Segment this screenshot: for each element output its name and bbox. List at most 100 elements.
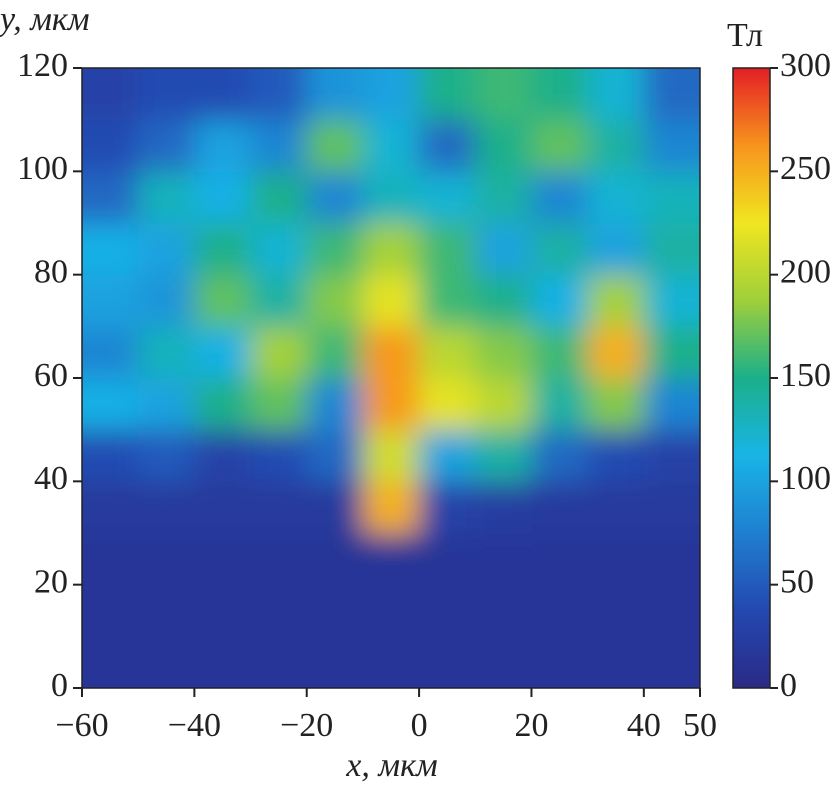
heatmap-cell xyxy=(306,429,364,482)
heatmap-cell xyxy=(82,481,139,534)
heatmap-cell xyxy=(643,584,700,637)
heatmap xyxy=(82,68,700,688)
heatmap-cell xyxy=(531,584,589,637)
heatmap-cell xyxy=(419,584,476,637)
heatmap-cell xyxy=(306,223,364,276)
heatmap-cell xyxy=(194,68,252,121)
heatmap-cell xyxy=(531,68,589,121)
x-tick-label: 50 xyxy=(683,707,717,744)
heatmap-cell xyxy=(475,326,532,379)
heatmap-cell xyxy=(362,481,420,534)
heatmap-cell xyxy=(82,223,139,276)
heatmap-cell xyxy=(82,171,139,224)
heatmap-cell xyxy=(82,274,139,327)
colorbar-tick-label: 300 xyxy=(780,47,831,84)
heatmap-cell xyxy=(475,119,532,172)
x-axis-label: x, мкм xyxy=(345,747,437,784)
heatmap-cell xyxy=(531,481,589,534)
heatmap-cell xyxy=(419,326,476,379)
heatmap-cell xyxy=(587,429,645,482)
heatmap-cell xyxy=(587,223,645,276)
heatmap-cell xyxy=(250,171,308,224)
heatmap-cell xyxy=(587,119,645,172)
heatmap-cell xyxy=(138,274,195,327)
colorbar-label: Тл xyxy=(727,17,763,54)
y-axis-label: y, мкм xyxy=(0,1,90,38)
heatmap-cell xyxy=(138,429,195,482)
heatmap-cell xyxy=(194,223,252,276)
heatmap-cell xyxy=(362,429,420,482)
y-tick-label: 20 xyxy=(34,563,68,600)
y-tick-label: 0 xyxy=(51,667,68,704)
heatmap-cell xyxy=(194,533,252,586)
y-tick-label: 120 xyxy=(17,47,68,84)
heatmap-cell xyxy=(587,481,645,534)
heatmap-cell xyxy=(306,171,364,224)
heatmap-cell xyxy=(306,584,364,637)
heatmap-cell xyxy=(475,533,532,586)
heatmap-cell xyxy=(475,171,532,224)
heatmap-cell xyxy=(475,274,532,327)
heatmap-cell xyxy=(82,326,139,379)
heatmap-cell xyxy=(250,326,308,379)
y-tick-label: 100 xyxy=(17,150,68,187)
heatmap-cell xyxy=(138,68,195,121)
heatmap-cell xyxy=(362,223,420,276)
heatmap-cell xyxy=(475,68,532,121)
heatmap-cell xyxy=(419,68,476,121)
heatmap-cell xyxy=(250,223,308,276)
heatmap-cell xyxy=(643,68,700,121)
heatmap-cell xyxy=(587,274,645,327)
heatmap-cell xyxy=(138,584,195,637)
heatmap-cell xyxy=(643,171,700,224)
heatmap-cell xyxy=(194,636,252,688)
colorbar-tick-label: 50 xyxy=(780,563,814,600)
heatmap-cell xyxy=(250,481,308,534)
colorbar xyxy=(732,67,771,689)
heatmap-cell xyxy=(362,326,420,379)
heatmap-cell xyxy=(194,378,252,431)
x-tick-label: 40 xyxy=(627,707,661,744)
x-tick-label: 20 xyxy=(514,707,548,744)
heatmap-cell xyxy=(194,429,252,482)
y-tick-label: 80 xyxy=(34,253,68,290)
heatmap-cell xyxy=(419,429,476,482)
heatmap-cell xyxy=(138,481,195,534)
heatmap-cell xyxy=(475,481,532,534)
heatmap-cell xyxy=(138,223,195,276)
heatmap-cell xyxy=(362,533,420,586)
heatmap-cell xyxy=(531,326,589,379)
heatmap-cell xyxy=(643,481,700,534)
heatmap-cell xyxy=(643,636,700,688)
heatmap-cell xyxy=(250,584,308,637)
heatmap-cell xyxy=(587,326,645,379)
heatmap-cell xyxy=(419,378,476,431)
heatmap-cell xyxy=(250,378,308,431)
colorbar-tick-label: 250 xyxy=(780,150,831,187)
colorbar-tick-label: 150 xyxy=(780,357,831,394)
heatmap-cell xyxy=(362,119,420,172)
colorbar-tick-label: 200 xyxy=(780,253,831,290)
colorbar-tick-label: 0 xyxy=(780,667,797,704)
y-tick-label: 60 xyxy=(34,357,68,394)
heatmap-cell xyxy=(194,326,252,379)
heatmap-cell xyxy=(419,636,476,688)
heatmap-cell xyxy=(475,584,532,637)
heatmap-cell xyxy=(194,171,252,224)
heatmap-cell xyxy=(306,68,364,121)
heatmap-cell xyxy=(531,429,589,482)
heatmap-cell xyxy=(643,326,700,379)
heatmap-cell xyxy=(643,223,700,276)
x-tick-label: −20 xyxy=(280,707,333,744)
heatmap-cell xyxy=(587,378,645,431)
heatmap-cell xyxy=(587,68,645,121)
heatmap-cell xyxy=(475,378,532,431)
colorbar-tick-label: 100 xyxy=(780,460,831,497)
heatmap-cell xyxy=(306,481,364,534)
heatmap-cell xyxy=(194,584,252,637)
heatmap-cell xyxy=(138,378,195,431)
heatmap-cell xyxy=(531,636,589,688)
heatmap-cell xyxy=(306,378,364,431)
heatmap-cell xyxy=(362,584,420,637)
